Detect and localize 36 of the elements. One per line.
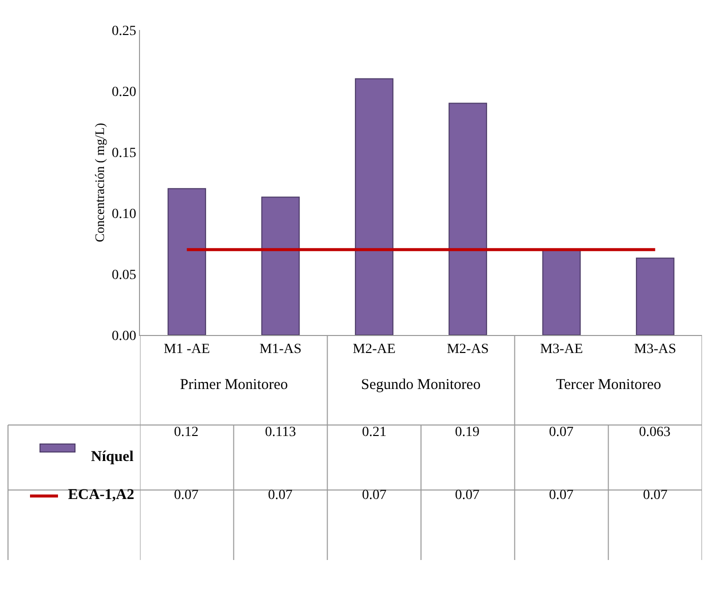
y-axis-title: Concentración ( mg/L)	[92, 122, 107, 242]
x-tick-label: M3-AE	[540, 342, 583, 357]
y-tick-label: 0.10	[112, 206, 136, 222]
data-label: 0.07	[549, 425, 574, 440]
x-tick-label: M2-AS	[446, 342, 489, 357]
data-label: 0.07	[455, 488, 480, 503]
data-label: 0.21	[362, 425, 386, 440]
data-label: 0.07	[268, 488, 292, 503]
data-label: 0.113	[265, 425, 296, 440]
y-tick-label: 0.20	[112, 84, 136, 100]
bar	[448, 102, 488, 335]
text: Tercer Monitoreo	[556, 377, 662, 393]
legend-label: Níquel	[91, 449, 134, 465]
data-label: 0.12	[174, 425, 198, 440]
y-tick-label: 0.05	[112, 268, 136, 283]
text: Primer Monitoreo	[180, 377, 288, 393]
data-label: 0.07	[174, 488, 198, 503]
y-tick-label: 0.00	[112, 328, 136, 344]
text: Segundo Monitoreo	[361, 377, 481, 393]
data-label: 0.063	[639, 425, 670, 440]
x-tick-label: M3-AS	[634, 342, 676, 357]
data-label: 0.07	[362, 488, 386, 503]
bar	[261, 196, 300, 335]
data-label: 0.07	[549, 488, 574, 503]
x-tick-label: M2-AE	[352, 342, 396, 357]
y-tick-label: 0.25	[112, 24, 136, 39]
legend-label: ECA-1,A2	[68, 487, 134, 503]
bar	[542, 249, 581, 335]
bar	[354, 78, 394, 335]
bar	[168, 188, 206, 335]
data-label: 0.07	[643, 488, 668, 503]
bar	[636, 258, 674, 335]
x-tick-label: M1-AS	[259, 342, 302, 357]
x-tick-label: M1 -AE	[164, 342, 210, 357]
y-tick-label: 0.15	[112, 146, 136, 161]
data-label: 0.19	[455, 425, 480, 440]
